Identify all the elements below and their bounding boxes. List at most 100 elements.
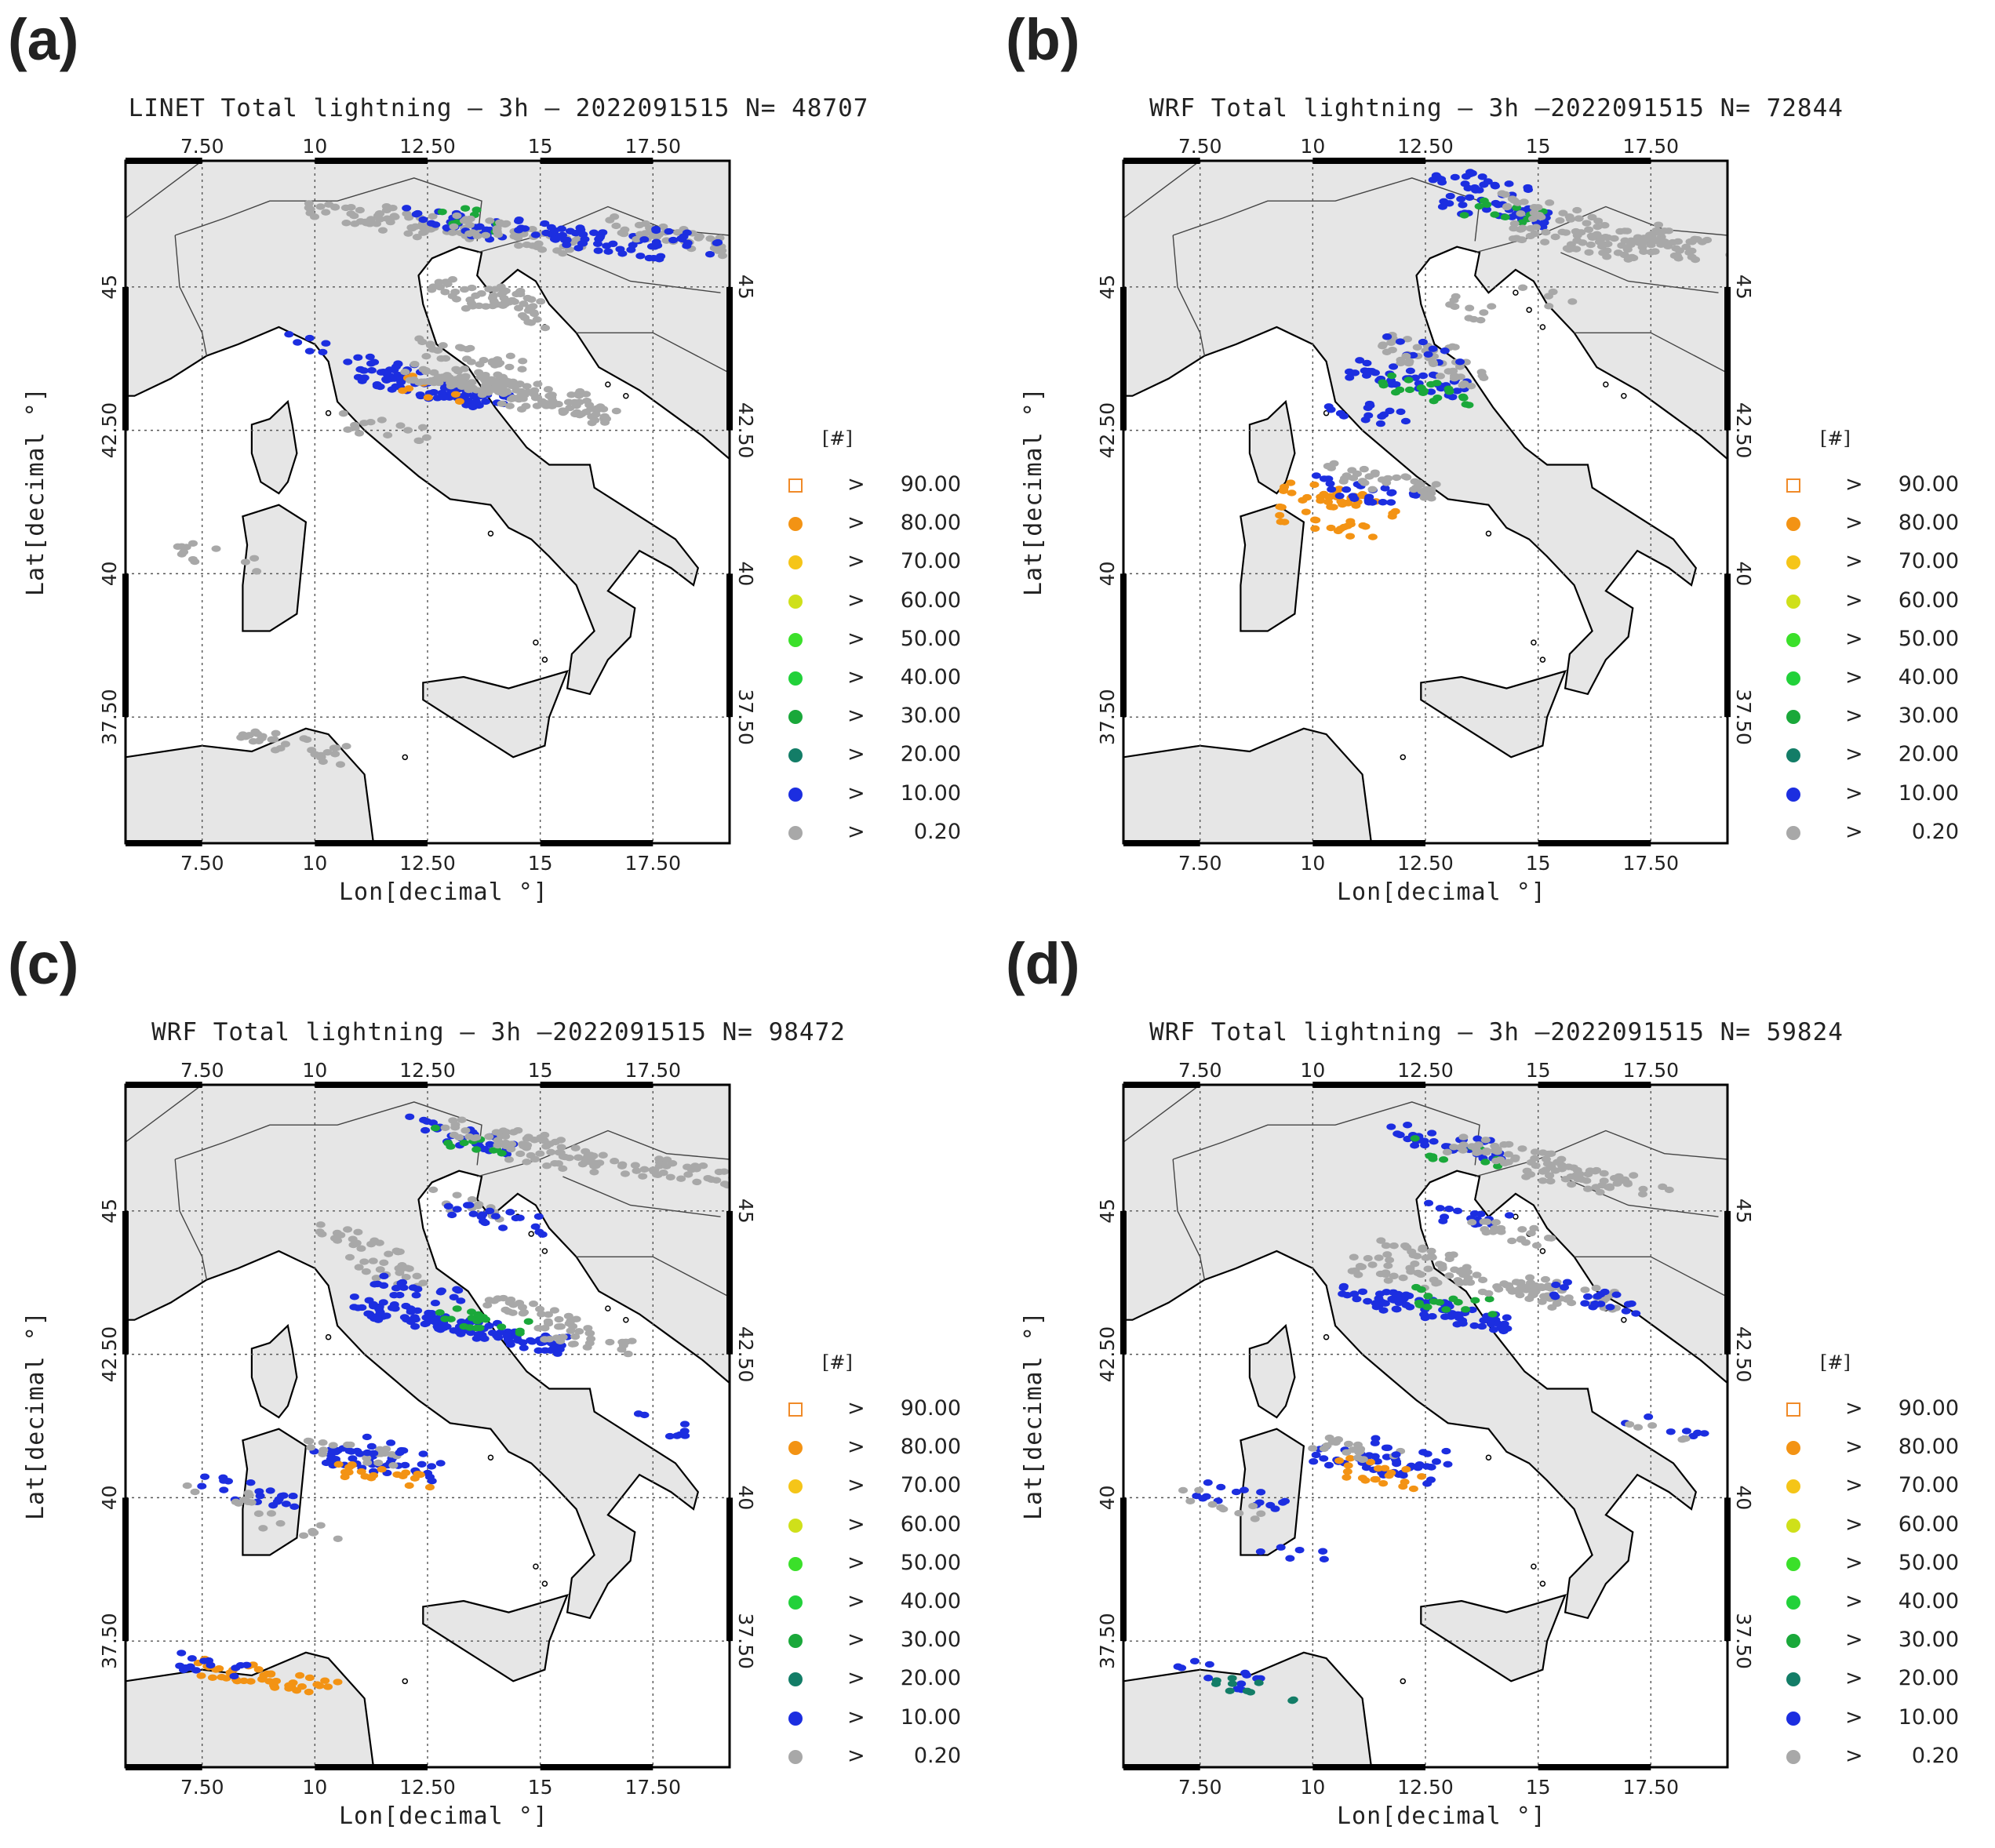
legend-value: 80.00 xyxy=(1898,511,1959,536)
lon-tick-label-top: 7.50 xyxy=(1178,1059,1222,1082)
lightning-point xyxy=(1459,212,1469,219)
lightning-point xyxy=(570,1333,581,1341)
legend-operator: > xyxy=(1845,472,1863,497)
legend-swatch xyxy=(1786,1672,1800,1687)
lightning-point xyxy=(317,1231,327,1238)
lightning-point xyxy=(537,246,548,253)
lightning-point xyxy=(617,1338,628,1346)
legend-value: 60.00 xyxy=(900,1512,961,1537)
lightning-point xyxy=(630,1162,640,1169)
lightning-point xyxy=(1387,372,1397,380)
lightning-point xyxy=(1438,1217,1448,1224)
lightning-point xyxy=(381,1312,391,1319)
lightning-point xyxy=(431,221,441,228)
lightning-point xyxy=(255,1492,265,1500)
lightning-point xyxy=(519,1142,529,1150)
lightning-point xyxy=(200,1473,210,1480)
lightning-point xyxy=(623,1350,633,1358)
lightning-point xyxy=(442,280,453,288)
lightning-point xyxy=(1452,387,1462,395)
lightning-point xyxy=(1382,1251,1392,1258)
lightning-point xyxy=(1650,237,1660,245)
lightning-point xyxy=(1325,480,1335,487)
lightning-point xyxy=(1612,1180,1622,1187)
island xyxy=(1400,1678,1407,1685)
lightning-point xyxy=(549,1307,559,1314)
lightning-point xyxy=(1531,1242,1542,1250)
lightning-point xyxy=(1647,1422,1658,1429)
lightning-point xyxy=(391,1285,401,1292)
lightning-point xyxy=(591,1159,601,1167)
lon-tick-label-top: 17.50 xyxy=(625,135,682,158)
lightning-point xyxy=(1396,408,1406,416)
lightning-point xyxy=(605,1338,615,1346)
lightning-point xyxy=(406,1305,416,1312)
lightning-point xyxy=(556,1144,566,1151)
lightning-point xyxy=(1441,1306,1451,1313)
lightning-point xyxy=(686,1166,697,1173)
lightning-point xyxy=(461,305,471,312)
legend-operator: > xyxy=(1845,819,1863,844)
lightning-point xyxy=(471,206,482,213)
lightning-point xyxy=(514,227,524,234)
lightning-point xyxy=(405,1113,415,1120)
lightning-point xyxy=(1585,241,1596,249)
lightning-point xyxy=(523,1318,533,1325)
lon-tick-label-bottom: 15 xyxy=(528,1776,553,1799)
lightning-point xyxy=(353,354,363,361)
lightning-point xyxy=(368,1257,378,1264)
lightning-point xyxy=(219,1486,229,1493)
lightning-point xyxy=(1419,1137,1429,1144)
lightning-point xyxy=(1625,241,1636,249)
lightning-point xyxy=(1381,1242,1391,1250)
lightning-point xyxy=(1309,1458,1319,1465)
lightning-point xyxy=(1429,1276,1439,1283)
lightning-point xyxy=(421,434,431,442)
lightning-point xyxy=(1234,1510,1244,1517)
lightning-point xyxy=(486,376,497,383)
lightning-point xyxy=(560,1153,570,1161)
legend-swatch xyxy=(1786,1749,1800,1764)
lightning-point xyxy=(661,1162,672,1170)
lat-tick-label-left: 40 xyxy=(1096,561,1119,586)
lightning-point xyxy=(1491,199,1501,207)
lightning-point xyxy=(640,230,650,237)
lightning-point xyxy=(485,1140,495,1148)
lightning-point xyxy=(323,1683,333,1690)
lightning-point xyxy=(440,289,450,296)
lightning-point xyxy=(540,399,550,407)
lightning-point xyxy=(1650,248,1660,255)
legend-operator: > xyxy=(1845,665,1863,689)
lightning-point xyxy=(1674,247,1684,254)
lightning-point xyxy=(1338,1282,1349,1290)
lightning-point xyxy=(1637,243,1647,251)
lightning-point xyxy=(1416,384,1426,391)
legend-swatch xyxy=(788,1749,803,1764)
lightning-point xyxy=(676,1175,686,1182)
lightning-point xyxy=(527,226,537,233)
lightning-point xyxy=(1550,233,1560,241)
lightning-point xyxy=(491,387,501,394)
lightning-point xyxy=(591,411,601,418)
lightning-point xyxy=(1510,1155,1520,1162)
lightning-point xyxy=(359,1258,370,1265)
lightning-point xyxy=(411,210,421,218)
island xyxy=(1539,324,1546,330)
legend-item: >40.00 xyxy=(788,665,961,697)
lightning-point xyxy=(1413,1269,1423,1277)
lightning-point xyxy=(639,1411,650,1419)
lightning-point xyxy=(1583,1293,1593,1301)
lightning-point xyxy=(451,366,461,373)
lightning-point xyxy=(719,1180,730,1188)
lightning-point xyxy=(373,1459,384,1467)
lightning-point xyxy=(1543,293,1553,300)
lightning-point xyxy=(1422,1463,1432,1470)
lightning-point xyxy=(1404,1292,1414,1300)
lightning-point xyxy=(1377,413,1387,420)
lightning-point xyxy=(493,1333,504,1341)
lightning-point xyxy=(1472,1271,1482,1279)
island xyxy=(1603,381,1609,387)
lightning-point xyxy=(1458,382,1468,389)
lightning-point xyxy=(1458,1133,1469,1140)
lightning-point xyxy=(429,1318,439,1326)
